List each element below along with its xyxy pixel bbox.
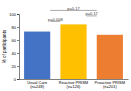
- tick-label: Usual Care(n=248): [27, 80, 48, 89]
- tick: Usual Care(n=248): [27, 80, 48, 89]
- tick-label: 20: [12, 64, 17, 69]
- tick: 80: [12, 25, 19, 30]
- tick-label: 80: [12, 25, 17, 30]
- tick-label-line: (n=248): [30, 84, 45, 89]
- tick: 100: [9, 12, 19, 17]
- tick-mark: [17, 40, 19, 41]
- tick: 20: [12, 64, 19, 69]
- y-axis-title: % of participants: [2, 29, 7, 63]
- tick-mark: [17, 27, 19, 28]
- tick-label: 100: [9, 12, 16, 17]
- y-axis: 0 20 40 60 80 100: [9, 12, 19, 82]
- tick-label: Reactive PRISM(n=126): [59, 80, 88, 89]
- annotations: p=0.008 p=0.17 p=0.17: [48, 6, 99, 22]
- plot: 0 20 40 60 80 100 Usual Care(n=248) Reactive PR…: [9, 6, 128, 90]
- tick-label: 60: [12, 38, 17, 43]
- tick: 0: [14, 77, 19, 82]
- tick-label-line: (n=201): [103, 84, 118, 89]
- annotation: p=0.008: [48, 17, 63, 22]
- tick-label: 0: [14, 77, 17, 82]
- x-axis: Usual Care(n=248) Reactive PRISM(n=126) Pr…: [20, 80, 129, 90]
- bar: [24, 32, 50, 79]
- bar: [60, 24, 86, 79]
- tick-mark: [17, 53, 19, 54]
- bar: [97, 35, 123, 79]
- tick-label: Proactive PRISM(n=201): [95, 80, 125, 89]
- tick: Proactive PRISM(n=201): [95, 80, 125, 89]
- tick: Reactive PRISM(n=126): [59, 80, 88, 89]
- tick: 40: [12, 51, 19, 56]
- tick: 60: [12, 38, 19, 43]
- axis-line: [17, 15, 20, 80]
- annotation: p=0.17: [85, 11, 98, 16]
- tick-mark: [17, 79, 19, 80]
- bars: [24, 24, 123, 79]
- chart: 0 20 40 60 80 100 Usual Care(n=248) Reactive PR…: [0, 0, 131, 91]
- tick-label-line: (n=126): [67, 84, 82, 89]
- tick-label: 40: [12, 51, 17, 56]
- tick-mark: [17, 66, 19, 67]
- tick-mark: [17, 14, 19, 15]
- annotation: p=0.17: [67, 6, 80, 11]
